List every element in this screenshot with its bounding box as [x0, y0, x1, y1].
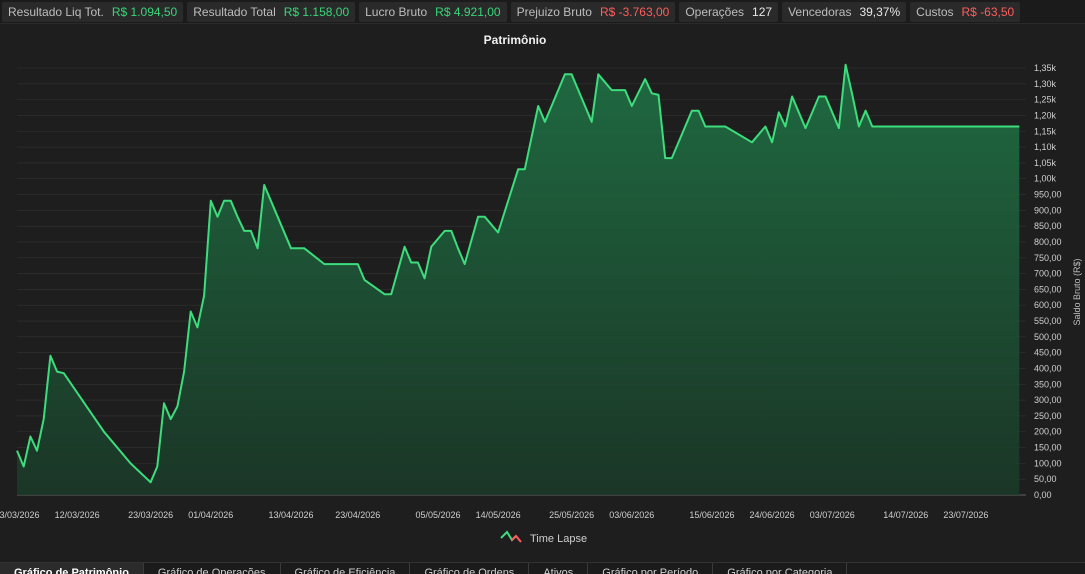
y-tick-label: 50,00 — [1034, 474, 1057, 484]
x-tick-label: 05/05/2026 — [415, 510, 460, 520]
stat-label: Vencedoras — [788, 4, 852, 19]
x-tick-label: 23/07/2026 — [943, 510, 988, 520]
stat-prejuizo-bruto: Prejuizo Bruto R$ -3.763,00 — [510, 1, 676, 22]
tab-4[interactable]: Ativos — [529, 563, 589, 574]
y-tick-label: 950,00 — [1034, 190, 1062, 200]
series-area-fill — [17, 64, 1020, 496]
summary-stats-bar: Resultado Liq Tot. R$ 1.094,50 Resultado T… — [0, 0, 1085, 24]
x-tick-label: 13/04/2026 — [268, 510, 313, 520]
y-tick-label: 200,00 — [1034, 427, 1062, 437]
chart-tabs: Gráfico de Patrimônio Gráfico de Operaçõe… — [0, 562, 1085, 574]
y-tick-label: 1,35k — [1034, 63, 1057, 73]
chart-legend[interactable]: Time Lapse — [500, 530, 587, 545]
y-tick-label: 550,00 — [1034, 316, 1062, 326]
legend-label: Time Lapse — [530, 533, 587, 545]
x-axis-ticks: 03/03/2026 12/03/2026 23/03/2026 01/04/2026… — [0, 510, 988, 520]
stat-label: Lucro Bruto — [365, 4, 428, 19]
y-tick-label: 600,00 — [1034, 300, 1062, 310]
x-tick-label: 14/05/2026 — [476, 510, 521, 520]
x-tick-label: 03/06/2026 — [609, 510, 654, 520]
y-tick-label: 1,05k — [1034, 158, 1057, 168]
stat-lucro-bruto: Lucro Bruto R$ 4.921,00 — [359, 1, 507, 22]
stat-value: 39,37% — [859, 4, 901, 19]
x-tick-label: 01/04/2026 — [188, 510, 233, 520]
x-tick-label: 03/07/2026 — [810, 510, 855, 520]
tab-3[interactable]: Gráfico de Ordens — [410, 563, 530, 574]
stat-vencedoras: Vencedoras 39,37% — [782, 1, 907, 22]
stat-resultado-total: Resultado Total R$ 1.158,00 — [187, 1, 356, 22]
series-line — [16, 63, 1020, 484]
stat-label: Resultado Total — [193, 4, 276, 19]
stat-value: 127 — [752, 4, 773, 19]
x-tick-label: 15/06/2026 — [689, 510, 734, 520]
y-tick-label: 450,00 — [1034, 348, 1062, 358]
y-tick-label: 850,00 — [1034, 221, 1062, 231]
stat-value: R$ 1.094,50 — [111, 4, 178, 19]
legend-swatch-neg-icon — [511, 534, 522, 543]
y-tick-label: 700,00 — [1034, 269, 1062, 279]
y-tick-label: 1,10k — [1034, 142, 1057, 152]
x-tick-label: 23/04/2026 — [335, 510, 380, 520]
stat-resultado-liq-tot: Resultado Liq Tot. R$ 1.094,50 — [2, 1, 184, 22]
y-tick-label: 1,30k — [1034, 79, 1057, 89]
equity-chart[interactable]: Patrimônio 0,00 50,00 100,00 150,00 200,00 25… — [0, 28, 1085, 560]
stat-label: Custos — [916, 4, 954, 19]
chart-title: Patrimônio — [484, 33, 547, 47]
y-tick-label: 300,00 — [1034, 395, 1062, 405]
stat-custos: Custos R$ -63,50 — [910, 1, 1021, 22]
stat-label: Prejuizo Bruto — [516, 4, 592, 19]
x-tick-label: 23/03/2026 — [128, 510, 173, 520]
y-tick-label: 150,00 — [1034, 443, 1062, 453]
y-tick-label: 750,00 — [1034, 253, 1062, 263]
stat-value: R$ -3.763,00 — [599, 4, 670, 19]
y-tick-label: 1,00k — [1034, 174, 1057, 184]
x-tick-label: 25/05/2026 — [549, 510, 594, 520]
y-tick-label: 350,00 — [1034, 379, 1062, 389]
tab-2[interactable]: Gráfico de Eficiência — [281, 563, 411, 574]
stat-value: R$ 4.921,00 — [435, 4, 501, 19]
y-tick-label: 250,00 — [1034, 411, 1062, 421]
tab-0[interactable]: Gráfico de Patrimônio — [0, 563, 144, 574]
y-axis-ticks: 0,00 50,00 100,00 150,00 200,00 250,00 300,00 3… — [1034, 63, 1062, 500]
y-tick-label: 1,15k — [1034, 126, 1057, 136]
y-tick-label: 0,00 — [1034, 490, 1052, 500]
stat-label: Operações — [685, 4, 745, 19]
y-tick-label: 900,00 — [1034, 205, 1062, 215]
y-axis-label: Saldo Bruto (R$) — [1072, 258, 1082, 325]
stat-value: R$ -63,50 — [961, 4, 1015, 19]
stat-value: R$ 1.158,00 — [283, 4, 350, 19]
y-tick-label: 500,00 — [1034, 332, 1062, 342]
y-tick-label: 400,00 — [1034, 363, 1062, 373]
tab-6[interactable]: Gráfico por Categoria — [713, 563, 848, 574]
x-tick-label: 12/03/2026 — [55, 510, 100, 520]
y-tick-label: 650,00 — [1034, 284, 1062, 294]
stat-label: Resultado Liq Tot. — [8, 4, 104, 19]
series-time-lapse — [16, 63, 1020, 496]
y-tick-label: 800,00 — [1034, 237, 1062, 247]
x-tick-label: 14/07/2026 — [883, 510, 928, 520]
stat-opera-es: Operações 127 — [679, 1, 779, 22]
y-tick-label: 1,20k — [1034, 110, 1057, 120]
x-tick-label: 24/06/2026 — [750, 510, 795, 520]
equity-chart-svg: Patrimônio 0,00 50,00 100,00 150,00 200,00 25… — [0, 33, 1082, 545]
x-tick-label: 03/03/2026 — [0, 510, 40, 520]
tab-5[interactable]: Gráfico por Período — [588, 563, 714, 574]
y-tick-label: 100,00 — [1034, 458, 1062, 468]
tab-1[interactable]: Gráfico de Operações — [144, 563, 281, 574]
y-tick-label: 1,25k — [1034, 95, 1057, 105]
